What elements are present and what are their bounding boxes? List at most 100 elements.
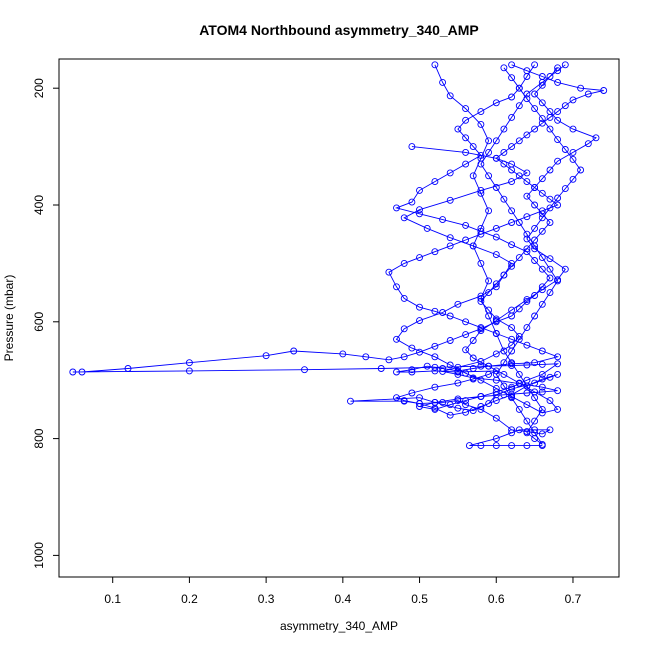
y-tick-label: 800 [32,428,46,448]
data-point [508,347,516,355]
data-point [508,113,516,121]
data-point [508,429,516,437]
data-point [431,367,439,375]
data-point [508,143,516,151]
data-point [508,359,516,367]
data-point [462,346,470,354]
data-point [538,383,546,391]
data-point [531,201,539,209]
data-point [377,365,385,372]
data-point [446,242,454,250]
data-point [431,307,439,315]
data-point [462,116,470,124]
data-point [492,224,500,232]
data-point [554,116,562,124]
data-point [446,401,454,409]
data-point [531,61,539,69]
data-point [523,296,531,304]
data-point [561,265,569,273]
data-point [262,352,270,360]
data-point [492,99,500,107]
data-point [439,309,447,316]
data-point [439,398,447,406]
data-point [569,155,577,163]
data-point [538,99,546,107]
data-point [538,347,546,355]
data-point [400,214,408,222]
data-point [523,245,531,253]
data-point [462,408,470,416]
data-point [584,140,592,148]
x-axis-label: asymmetry_340_AMP [280,619,398,633]
data-point [477,405,485,413]
y-axis: 200 400 600 800 1000 [32,78,59,569]
data-point [531,292,539,299]
data-point [538,78,546,86]
data-point [446,361,454,369]
data-point [492,233,500,241]
data-point [523,213,531,221]
data-point [515,305,523,313]
data-point [454,300,462,308]
data-point [347,397,354,405]
data-point [454,125,462,133]
series-4 [393,64,585,417]
data-point [577,166,585,174]
data-point [439,367,447,375]
data-point [531,245,539,253]
data-point [500,195,508,203]
data-point [477,108,485,116]
data-point [554,276,562,284]
data-point [454,379,462,387]
data-point [462,401,470,409]
data-point [393,335,400,343]
data-point [462,148,470,156]
data-point [523,178,531,186]
data-point [500,271,508,279]
data-point [469,337,477,344]
data-point [393,283,400,291]
data-point [546,219,554,226]
data-point [454,404,462,412]
data-point [554,387,562,395]
data-point [523,361,531,369]
data-point [546,397,554,405]
data-point [477,403,485,410]
data-point [508,61,516,69]
data-point [538,370,546,378]
data-point [492,435,500,443]
data-point [523,248,531,256]
y-tick-label: 1000 [32,542,46,569]
x-tick-label: 0.7 [565,592,582,606]
data-point [531,359,539,367]
data-point [431,353,439,361]
data-point [554,108,562,116]
data-point [185,367,193,375]
data-point [508,241,516,249]
series-3 [431,61,569,448]
data-point [393,204,400,212]
data-point [431,363,439,371]
data-point [515,405,523,413]
x-tick-label: 0.6 [488,592,505,606]
data-point [485,370,493,378]
data-point [523,235,531,243]
data-point [446,411,454,419]
data-point [569,96,577,104]
data-point [290,347,298,355]
data-point [492,283,500,291]
data-point [477,442,485,450]
data-point [416,303,423,311]
data-point [515,379,523,387]
data-point [508,178,516,186]
data-point [446,337,454,344]
data-point [500,370,508,378]
data-point [477,327,485,335]
data-point [469,172,477,180]
data-point [492,384,500,392]
data-point [531,105,539,113]
data-point [569,148,577,156]
data-point [431,61,439,69]
data-point [400,259,408,267]
x-tick-label: 0.4 [334,592,351,606]
